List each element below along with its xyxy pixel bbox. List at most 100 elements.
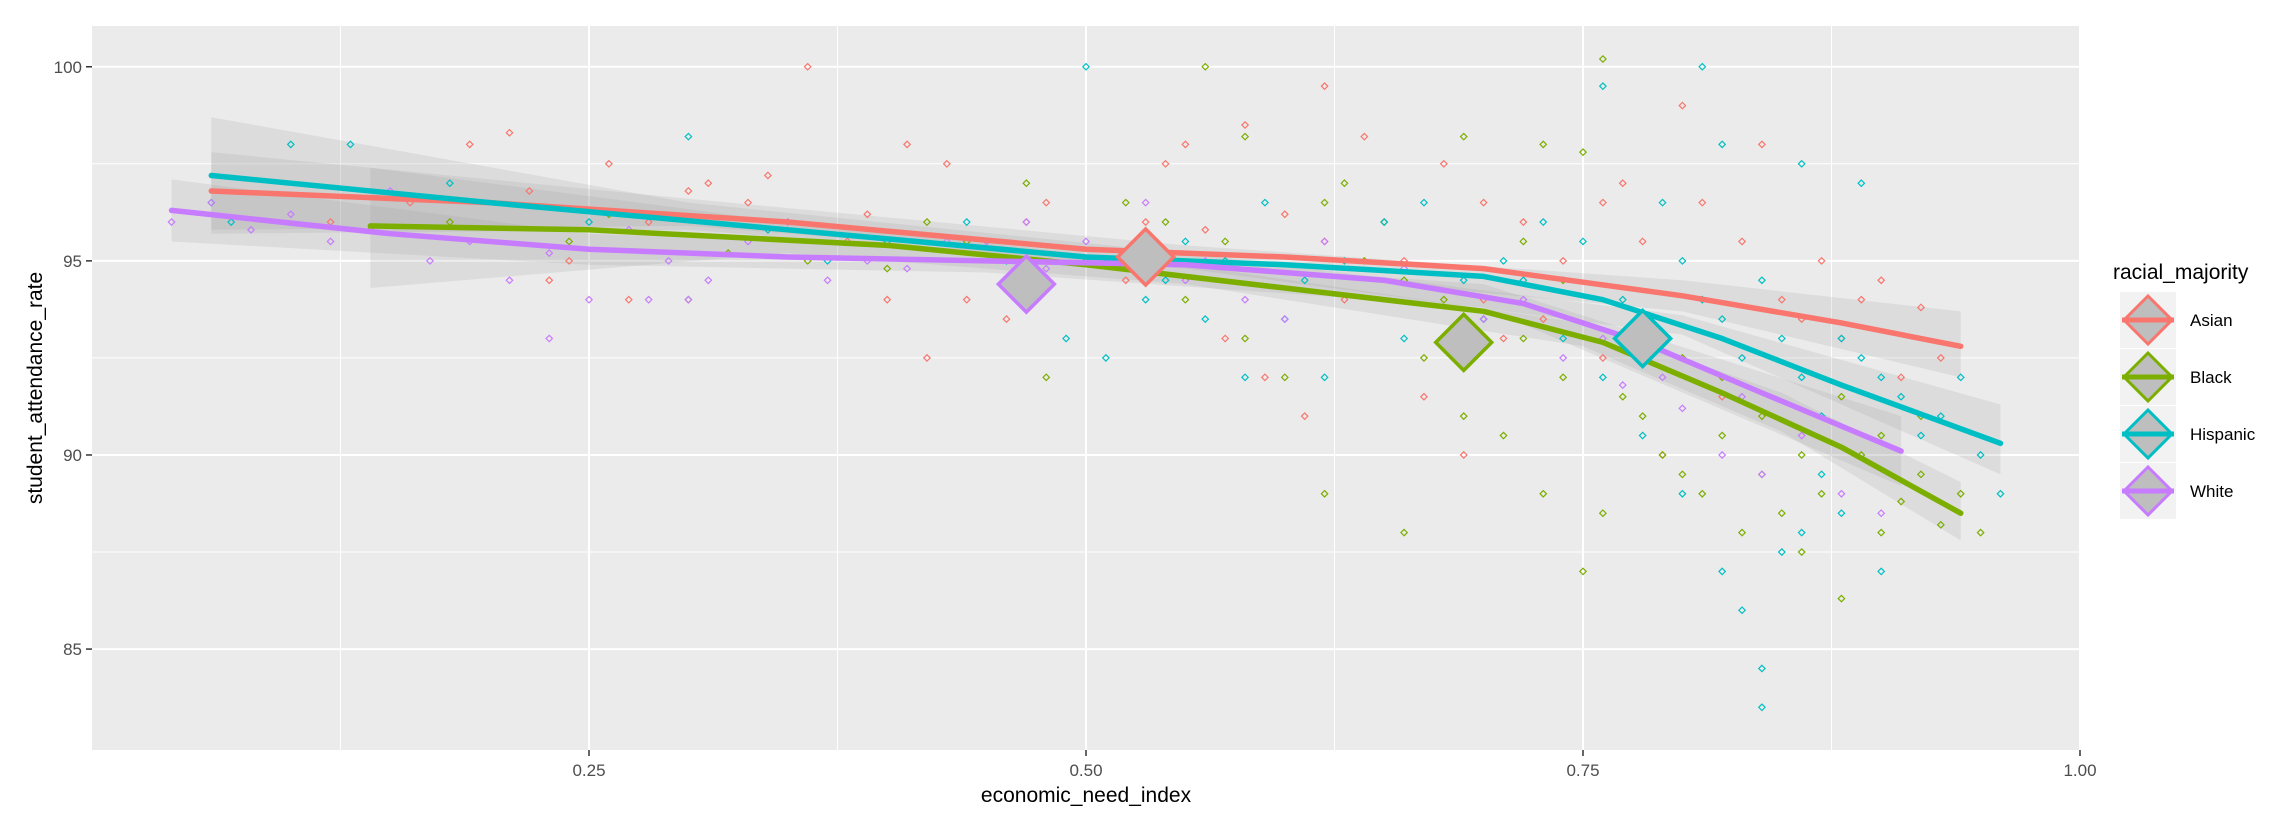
confidence-band-hispanic — [211, 117, 2001, 475]
point-white — [823, 276, 832, 285]
confidence-band-white — [171, 179, 1902, 487]
point-black — [1400, 528, 1409, 537]
point-hispanic — [1757, 664, 1766, 673]
point-hispanic — [1718, 315, 1727, 324]
point-asian — [505, 128, 514, 137]
trend-line-black — [367, 223, 1964, 516]
point-black — [1578, 567, 1588, 576]
point-asian — [1479, 198, 1488, 207]
point-white — [1678, 404, 1687, 413]
point-hispanic — [1718, 567, 1727, 576]
point-asian — [604, 159, 613, 168]
point-hispanic — [1976, 450, 1985, 460]
mean-marker-black — [1433, 311, 1495, 373]
point-black — [1598, 54, 1607, 64]
mean-marker-asian — [1115, 226, 1177, 288]
point-black — [1499, 431, 1508, 440]
point-white — [1081, 237, 1091, 246]
legend-label-white: White — [2190, 482, 2233, 501]
point-asian — [763, 171, 772, 180]
point-asian — [1897, 373, 1906, 382]
point-asian — [962, 295, 971, 304]
x-tick-label: 0.50 — [1069, 761, 1102, 780]
point-hispanic — [1300, 276, 1309, 285]
point-black — [1578, 148, 1588, 157]
legend-title: racial_majority — [2113, 261, 2249, 284]
point-white — [246, 225, 256, 234]
point-hispanic — [1877, 373, 1886, 382]
point-asian — [1757, 140, 1766, 149]
point-white — [1658, 373, 1667, 382]
point-white — [1877, 509, 1886, 518]
point-asian — [1240, 120, 1250, 130]
point-hispanic — [1678, 256, 1687, 265]
point-white — [684, 295, 693, 304]
point-white — [545, 249, 554, 258]
point-white — [1559, 353, 1568, 362]
point-hispanic — [1419, 198, 1429, 207]
point-hispanic — [445, 179, 454, 188]
point-asian — [1121, 276, 1130, 285]
point-white — [1837, 489, 1846, 498]
legend-label-asian: Asian — [2190, 311, 2233, 330]
legend-label-hispanic: Hispanic — [2190, 425, 2256, 444]
point-asian — [1181, 140, 1190, 149]
point-black — [1539, 489, 1548, 498]
point-black — [1698, 489, 1707, 498]
point-black — [1797, 547, 1806, 557]
point-black — [1042, 373, 1051, 382]
point-hispanic — [1638, 431, 1647, 440]
point-hispanic — [1081, 62, 1091, 71]
point-black — [1658, 450, 1667, 460]
point-hispanic — [1598, 82, 1607, 91]
point-black — [1459, 412, 1468, 421]
point-asian — [1519, 217, 1528, 227]
point-white — [286, 210, 295, 219]
point-white — [326, 237, 335, 246]
point-asian — [903, 140, 912, 149]
point-asian — [1777, 295, 1786, 304]
point-black — [1877, 431, 1886, 440]
trend-line-hispanic — [208, 172, 2004, 447]
point-black — [1419, 353, 1429, 362]
point-hispanic — [1260, 198, 1269, 207]
point-asian — [1439, 159, 1448, 168]
point-asian — [1857, 295, 1866, 304]
point-white — [584, 295, 594, 304]
point-asian — [545, 276, 554, 285]
legend: racial_majority Asian Black Hispanic White — [2113, 261, 2256, 519]
point-hispanic — [1817, 470, 1826, 479]
mean-markers — [995, 226, 1674, 373]
point-black — [1718, 431, 1727, 440]
point-hispanic — [1857, 353, 1866, 362]
point-asian — [465, 140, 474, 149]
point-hispanic — [1757, 703, 1766, 712]
y-axis-title: student_attendance_rate — [24, 272, 47, 504]
point-black — [1280, 373, 1289, 382]
point-black — [1539, 140, 1548, 149]
point-white — [644, 295, 653, 304]
point-hispanic — [1777, 547, 1786, 557]
point-hispanic — [1678, 489, 1687, 498]
point-hispanic — [286, 140, 295, 149]
point-hispanic — [962, 217, 971, 227]
point-black — [1161, 217, 1170, 227]
point-asian — [1936, 353, 1945, 362]
point-hispanic — [1837, 334, 1846, 343]
point-asian — [1042, 198, 1051, 207]
point-black — [1618, 392, 1627, 401]
point-hispanic — [1777, 334, 1786, 343]
point-hispanic — [1737, 353, 1747, 362]
point-hispanic — [1877, 567, 1886, 576]
point-hispanic — [1797, 528, 1806, 537]
point-hispanic — [1201, 315, 1210, 324]
point-black — [1240, 334, 1250, 343]
y-tick-label: 85 — [63, 640, 82, 659]
point-hispanic — [1499, 256, 1508, 265]
point-hispanic — [1459, 276, 1468, 285]
point-hispanic — [1857, 179, 1866, 188]
point-black — [1877, 528, 1886, 537]
confidence-band-asian — [211, 152, 1961, 378]
point-black — [1936, 520, 1945, 529]
point-asian — [1916, 303, 1926, 312]
